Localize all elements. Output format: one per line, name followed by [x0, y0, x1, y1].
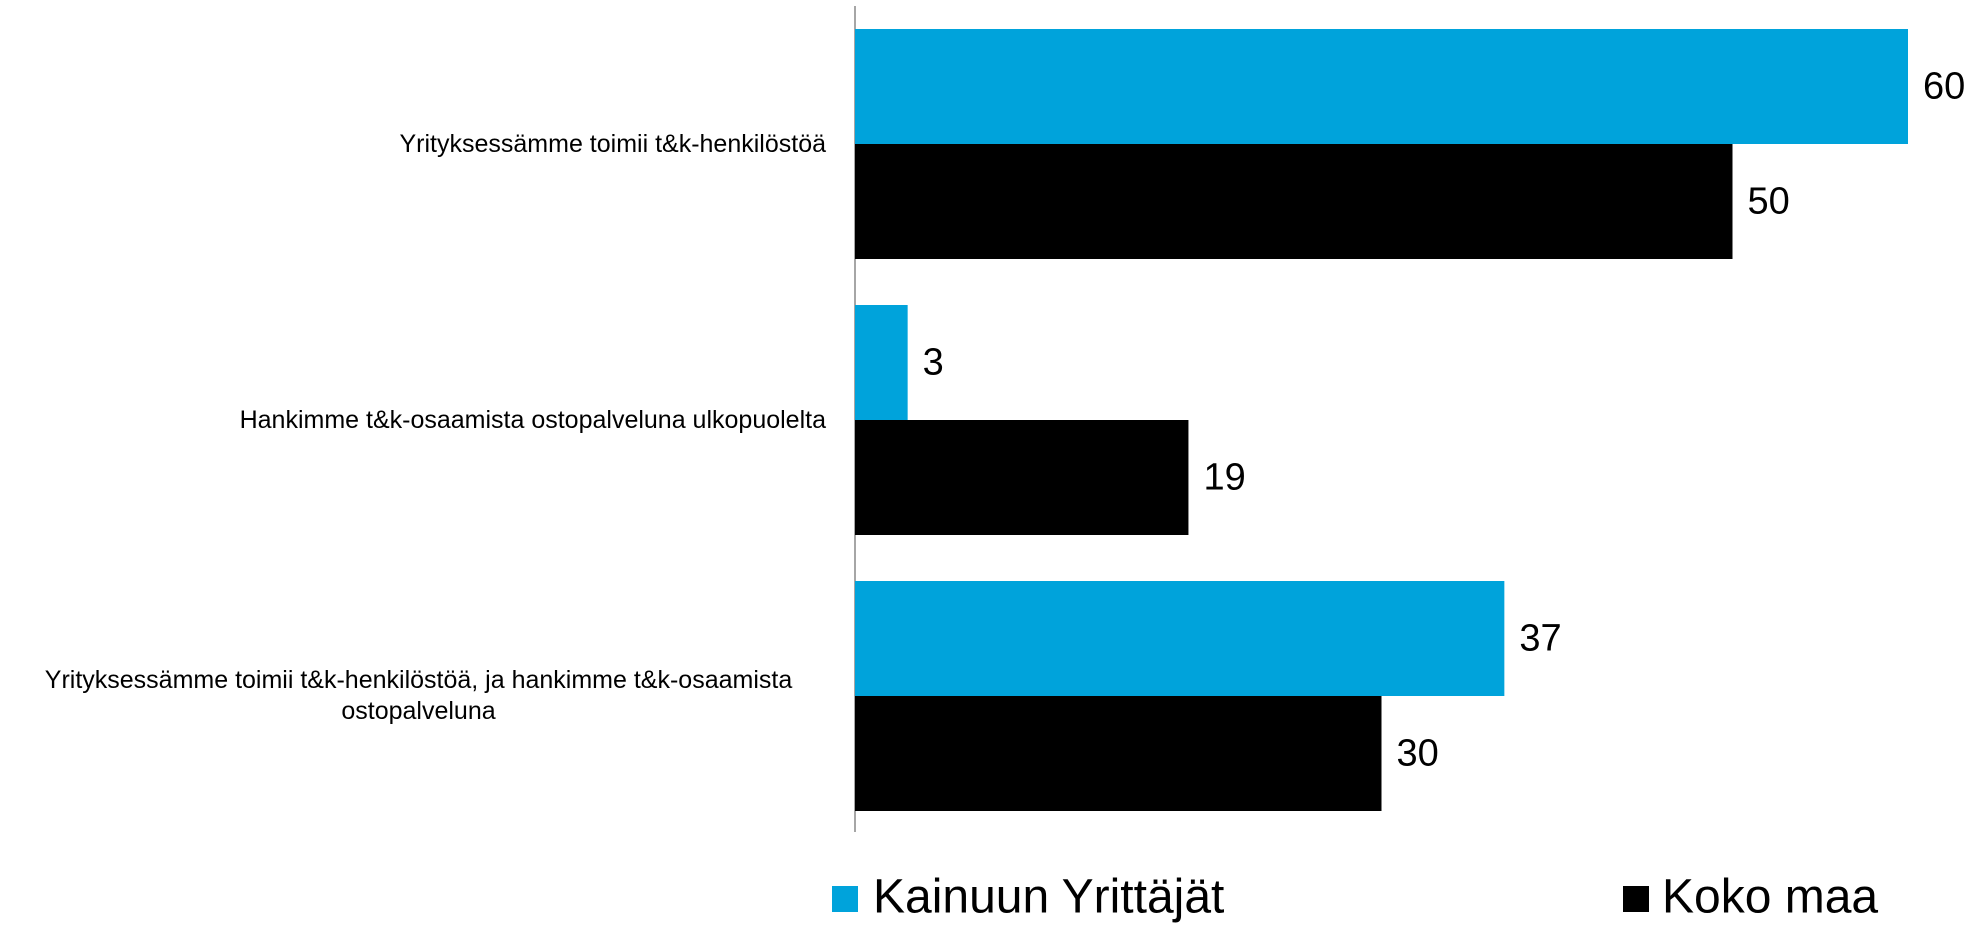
bar [855, 581, 1505, 696]
category-label: Yrityksessämme toimii t&k-henkilöstöä [399, 129, 826, 158]
category-label-box: Yrityksessämme toimii t&k-henkilöstöä [399, 29, 826, 259]
bar [855, 305, 908, 420]
category-label: Yrityksessämme toimii t&k-henkilöstöä, j… [44, 666, 793, 725]
category-label-box: Yrityksessämme toimii t&k-henkilöstöä, j… [11, 581, 826, 811]
category-label-box: Hankimme t&k-osaamista ostopalveluna ulk… [240, 305, 826, 535]
data-label: 37 [1519, 618, 1561, 660]
bar [855, 144, 1733, 259]
data-label: 60 [1923, 66, 1965, 108]
bar [855, 29, 1908, 144]
bar [855, 696, 1382, 811]
bar [855, 420, 1189, 535]
data-label: 3 [923, 342, 944, 384]
legend-swatch [1623, 886, 1649, 912]
legend-swatch [832, 886, 858, 912]
data-label: 50 [1748, 181, 1790, 223]
legend-label: Koko maa [1662, 871, 1878, 924]
data-label: 19 [1203, 457, 1245, 499]
legend-label: Kainuun Yrittäjät [873, 871, 1224, 924]
category-label: Hankimme t&k-osaamista ostopalveluna ulk… [239, 405, 826, 434]
data-label: 30 [1397, 733, 1439, 775]
